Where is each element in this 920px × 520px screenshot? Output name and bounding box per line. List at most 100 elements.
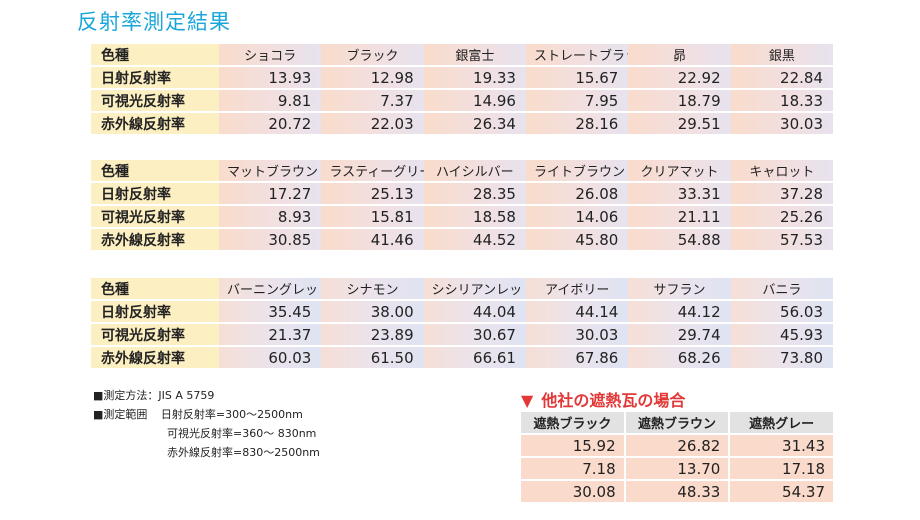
- value-cell: 73.80: [730, 347, 833, 368]
- value-cell: 45.93: [730, 324, 833, 345]
- value-cell: 22.92: [628, 67, 731, 88]
- value-cell: 44.52: [423, 229, 526, 250]
- table-row: 15.92 26.82 31.43: [521, 435, 833, 456]
- reflectance-table-2: 色種 マットブラウン ラスティーグリーン ハイシルバー ライトブラウン クリアマ…: [91, 158, 833, 252]
- color-name: 銀黒: [730, 44, 833, 65]
- value-cell: 14.06: [525, 206, 629, 227]
- value-cell: 22.03: [321, 113, 424, 134]
- value-cell: 29.51: [628, 113, 731, 134]
- value-cell: 44.04: [423, 301, 526, 322]
- table-row: 可視光反射率 8.93 15.81 18.58 14.06 21.11 25.2…: [91, 206, 833, 227]
- color-name: シナモン: [321, 278, 424, 299]
- color-name: ハイシルバー: [423, 160, 526, 181]
- value-cell: 30.03: [730, 113, 833, 134]
- value-cell: 13.70: [625, 458, 729, 479]
- color-name: サフラン: [628, 278, 731, 299]
- row-label: 赤外線反射率: [91, 113, 219, 134]
- value-cell: 66.61: [423, 347, 526, 368]
- value-cell: 35.45: [219, 301, 322, 322]
- reflectance-table-1: 色種 ショコラ ブラック 銀富士 ストレートブラック 昴 銀黒 日射反射率 13…: [91, 42, 833, 136]
- value-cell: 18.79: [628, 90, 731, 111]
- value-cell: 20.72: [219, 113, 322, 134]
- color-type-label: 色種: [91, 278, 219, 299]
- column-header: 遮熱グレー: [730, 412, 833, 433]
- color-name: ショコラ: [219, 44, 322, 65]
- value-cell: 28.35: [423, 183, 526, 204]
- color-name: ライトブラウン: [525, 160, 629, 181]
- value-cell: 45.80: [525, 229, 629, 250]
- other-company-table: 遮熱ブラック 遮熱ブラウン 遮熱グレー 15.92 26.82 31.43 7.…: [519, 410, 835, 504]
- value-cell: 37.28: [730, 183, 833, 204]
- method-note: ■測定方法：JIS A 5759: [93, 389, 215, 402]
- value-cell: 25.26: [730, 206, 833, 227]
- value-cell: 9.81: [219, 90, 322, 111]
- table-row: 可視光反射率 9.81 7.37 14.96 7.95 18.79 18.33: [91, 90, 833, 111]
- value-cell: 7.18: [521, 458, 624, 479]
- value-cell: 30.03: [525, 324, 629, 345]
- table-row: 日射反射率 13.93 12.98 19.33 15.67 22.92 22.8…: [91, 67, 833, 88]
- value-cell: 54.37: [730, 481, 833, 502]
- value-cell: 12.98: [321, 67, 424, 88]
- table-header-row: 遮熱ブラック 遮熱ブラウン 遮熱グレー: [521, 412, 833, 433]
- row-label: 赤外線反射率: [91, 347, 219, 368]
- value-cell: 26.08: [525, 183, 629, 204]
- value-cell: 61.50: [321, 347, 424, 368]
- value-cell: 48.33: [625, 481, 729, 502]
- table-header-row: 色種 マットブラウン ラスティーグリーン ハイシルバー ライトブラウン クリアマ…: [91, 160, 833, 181]
- range-solar: 日射反射率=300〜2500nm: [160, 408, 303, 421]
- value-cell: 33.31: [628, 183, 731, 204]
- color-name: ラスティーグリーン: [321, 160, 424, 181]
- value-cell: 60.03: [219, 347, 322, 368]
- page-title: 反射率測定結果: [77, 10, 231, 34]
- row-label: 可視光反射率: [91, 90, 219, 111]
- row-label: 日射反射率: [91, 301, 219, 322]
- range-infrared: 赤外線反射率=830〜2500nm: [167, 446, 320, 459]
- value-cell: 29.74: [628, 324, 731, 345]
- color-type-label: 色種: [91, 160, 219, 181]
- color-name: 昴: [628, 44, 731, 65]
- value-cell: 31.43: [730, 435, 833, 456]
- value-cell: 68.26: [628, 347, 731, 368]
- color-name: バーニングレッド: [219, 278, 322, 299]
- color-name: キャロット: [730, 160, 833, 181]
- color-type-label: 色種: [91, 44, 219, 65]
- table-row: 赤外線反射率 20.72 22.03 26.34 28.16 29.51 30.…: [91, 113, 833, 134]
- value-cell: 13.93: [219, 67, 322, 88]
- other-company-title-text: 他社の遮熱瓦の場合: [541, 391, 686, 410]
- value-cell: 15.67: [525, 67, 629, 88]
- value-cell: 26.82: [625, 435, 729, 456]
- value-cell: 19.33: [423, 67, 526, 88]
- value-cell: 26.34: [423, 113, 526, 134]
- row-label: 可視光反射率: [91, 206, 219, 227]
- range-note: ■測定範囲 日射反射率=300〜2500nm: [93, 405, 320, 424]
- table-row: 赤外線反射率 60.03 61.50 66.61 67.86 68.26 73.…: [91, 347, 833, 368]
- color-name: アイボリー: [525, 278, 629, 299]
- value-cell: 25.13: [321, 183, 424, 204]
- value-cell: 67.86: [525, 347, 629, 368]
- value-cell: 7.95: [525, 90, 629, 111]
- table-row: 日射反射率 17.27 25.13 28.35 26.08 33.31 37.2…: [91, 183, 833, 204]
- value-cell: 21.37: [219, 324, 322, 345]
- value-cell: 8.93: [219, 206, 322, 227]
- color-name: バニラ: [730, 278, 833, 299]
- color-name: シシリアンレッド: [423, 278, 526, 299]
- value-cell: 15.92: [521, 435, 624, 456]
- value-cell: 44.12: [628, 301, 731, 322]
- value-cell: 18.58: [423, 206, 526, 227]
- table-header-row: 色種 ショコラ ブラック 銀富士 ストレートブラック 昴 銀黒: [91, 44, 833, 65]
- table-row: 7.18 13.70 17.18: [521, 458, 833, 479]
- color-name: クリアマット: [628, 160, 731, 181]
- table-row: 赤外線反射率 30.85 41.46 44.52 45.80 54.88 57.…: [91, 229, 833, 250]
- value-cell: 15.81: [321, 206, 424, 227]
- row-label: 日射反射率: [91, 183, 219, 204]
- value-cell: 38.00: [321, 301, 424, 322]
- color-name: ストレートブラック: [525, 44, 629, 65]
- triangle-down-icon: ▼: [521, 391, 534, 410]
- reflectance-table-3: 色種 バーニングレッド シナモン シシリアンレッド アイボリー サフラン バニラ…: [91, 276, 833, 370]
- value-cell: 18.33: [730, 90, 833, 111]
- table-row: 30.08 48.33 54.37: [521, 481, 833, 502]
- value-cell: 41.46: [321, 229, 424, 250]
- column-header: 遮熱ブラウン: [625, 412, 729, 433]
- value-cell: 22.84: [730, 67, 833, 88]
- value-cell: 17.18: [730, 458, 833, 479]
